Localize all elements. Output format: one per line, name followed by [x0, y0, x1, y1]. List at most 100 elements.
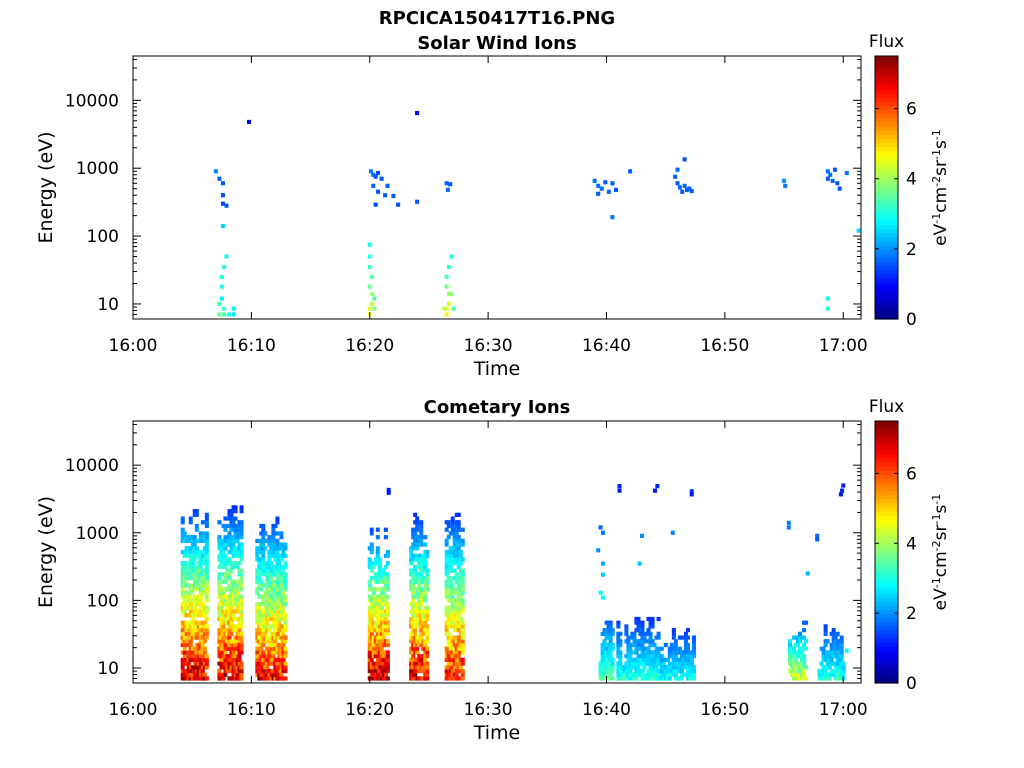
data-cell	[220, 224, 225, 229]
data-cell	[600, 595, 605, 600]
burst-cell	[265, 620, 270, 625]
data-cell	[226, 312, 231, 317]
burst-cell	[194, 587, 199, 592]
burst-cell	[369, 609, 374, 614]
burst-cell	[373, 557, 378, 562]
burst-cell	[450, 546, 455, 551]
burst-cell	[188, 549, 193, 555]
data-cell	[370, 274, 375, 280]
colorbar-segment	[875, 125, 898, 131]
burst-cell	[255, 538, 260, 543]
burst-cell	[640, 646, 645, 651]
burst-cell	[239, 579, 244, 584]
burst-cell	[192, 542, 197, 547]
burst-cell	[827, 672, 832, 677]
burst-cell	[823, 642, 828, 648]
data-cell	[449, 291, 454, 297]
burst-cell	[235, 538, 240, 543]
burst-cell	[225, 602, 230, 607]
burst-cell	[196, 642, 201, 648]
burst-cell	[277, 561, 282, 566]
burst-cell	[219, 616, 224, 622]
burst-cell	[634, 672, 639, 677]
colorbar-tick-label: 0	[906, 674, 917, 694]
burst-cell	[642, 635, 647, 640]
burst-cell	[423, 564, 428, 570]
burst-cell	[281, 631, 286, 636]
burst-cell	[237, 657, 242, 662]
x-tick-label: 16:30	[464, 700, 513, 720]
burst-cell	[671, 631, 676, 636]
x-tick-label: 16:40	[582, 336, 631, 356]
burst-cell	[417, 553, 422, 558]
burst-cell	[446, 642, 451, 648]
burst-cell	[283, 661, 288, 666]
burst-cell	[188, 654, 193, 659]
burst-cell	[261, 553, 266, 558]
burst-cell	[419, 572, 424, 577]
colorbar-segment	[875, 199, 898, 205]
burst-cell	[204, 635, 209, 640]
colorbar-segment	[875, 290, 898, 295]
burst-cell	[632, 642, 637, 648]
colorbar-segment	[875, 154, 898, 160]
data-cell	[220, 201, 225, 206]
burst-cell	[239, 557, 244, 562]
data-cell	[815, 533, 820, 538]
colorbar-tick-label: 0	[906, 310, 917, 330]
burst-cell	[419, 520, 424, 525]
burst-cell	[375, 616, 380, 622]
burst-cell	[239, 639, 244, 644]
colorbar-segment	[875, 572, 898, 578]
burst-cell	[628, 668, 633, 674]
colorbar-segment	[875, 146, 898, 152]
burst-cell	[229, 509, 234, 514]
burst-cell	[267, 535, 272, 540]
burst-cell	[233, 549, 238, 555]
burst-cell	[385, 572, 390, 577]
burst-cell	[444, 527, 449, 532]
burst-cell	[377, 635, 382, 640]
burst-cell	[456, 628, 461, 633]
burst-cell	[182, 646, 187, 651]
burst-cell	[261, 628, 266, 633]
burst-cell	[283, 583, 288, 588]
burst-cell	[385, 639, 390, 644]
burst-cell	[691, 676, 696, 681]
burst-cell	[411, 605, 416, 610]
burst-cell	[263, 568, 268, 573]
burst-cell	[217, 575, 222, 581]
data-cell	[376, 189, 381, 194]
colorbar-segment	[875, 609, 898, 615]
burst-cell	[194, 523, 199, 529]
burst-cell	[223, 579, 228, 584]
burst-cell	[229, 516, 234, 521]
burst-cell	[600, 650, 605, 655]
data-cell	[231, 312, 236, 317]
burst-cell	[377, 561, 382, 566]
data-cell	[213, 169, 218, 174]
burst-cell	[239, 542, 244, 547]
burst-cell	[267, 590, 272, 596]
burst-cell	[409, 549, 414, 555]
data-cell	[837, 186, 842, 191]
burst-cell	[804, 646, 809, 651]
burst-cell	[642, 646, 647, 651]
colorbar-segment	[875, 265, 898, 271]
burst-cell	[677, 657, 682, 662]
burst-cell	[411, 654, 416, 659]
burst-cell	[188, 668, 193, 674]
burst-cell	[685, 635, 690, 640]
colorbar-segment	[875, 240, 898, 246]
burst-cell	[794, 635, 799, 640]
burst-cell	[385, 668, 390, 674]
burst-cell	[182, 609, 187, 614]
burst-cell	[444, 572, 449, 577]
burst-cell	[283, 620, 288, 625]
burst-cell	[375, 676, 380, 681]
colorbar-unit-label: eV-1cm-2sr-1s-1	[930, 129, 952, 246]
burst-cell	[261, 557, 266, 562]
colorbar-segment	[875, 236, 898, 242]
burst-cell	[618, 631, 623, 636]
y-tick-label: 10000	[65, 456, 119, 476]
